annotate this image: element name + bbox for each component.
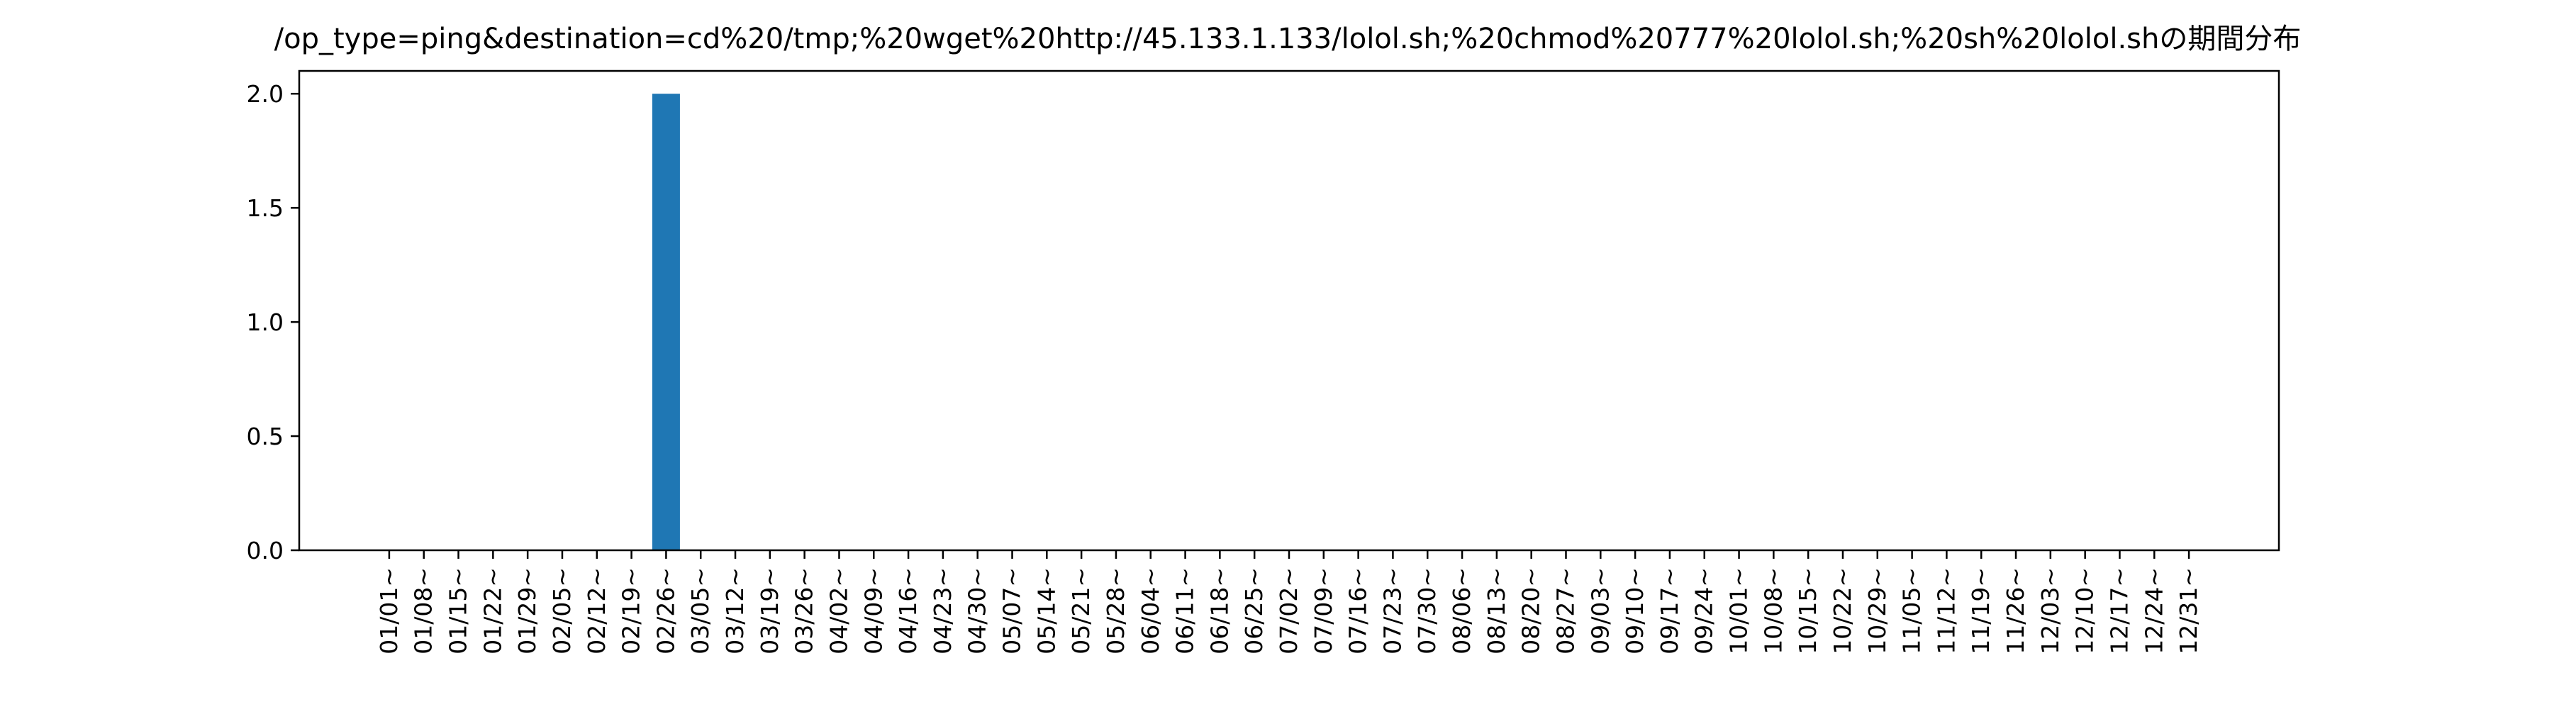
x-tick-label: 07/16~: [1344, 567, 1372, 654]
x-tick-label: 08/20~: [1517, 567, 1545, 654]
x-tick-label: 05/14~: [1032, 567, 1060, 654]
x-tick-label: 08/13~: [1483, 567, 1510, 654]
chart-title: /op_type=ping&destination=cd%20/tmp;%20w…: [274, 23, 2302, 55]
x-tick-label: 11/12~: [1932, 567, 1960, 654]
x-tick-label: 10/22~: [1829, 567, 1856, 654]
x-tick-label: 02/26~: [652, 567, 679, 654]
x-tick-label: 12/03~: [2036, 567, 2064, 654]
x-tick-label: 01/01~: [375, 567, 403, 654]
x-tick-label: 12/10~: [2071, 567, 2099, 654]
x-tick-label: 01/15~: [445, 567, 472, 654]
y-tick-label: 0.5: [247, 423, 284, 450]
x-tick-label: 11/19~: [1967, 567, 1995, 654]
x-tick-label: 05/21~: [1067, 567, 1095, 654]
x-tick-label: 03/26~: [791, 567, 818, 654]
x-tick-label: 09/03~: [1586, 567, 1614, 654]
x-tick-label: 09/10~: [1621, 567, 1649, 654]
x-tick-label: 07/23~: [1378, 567, 1406, 654]
x-tick-label: 08/06~: [1448, 567, 1476, 654]
x-tick-label: 07/30~: [1413, 567, 1441, 654]
y-tick-label: 1.0: [247, 308, 284, 336]
x-tick-label: 04/30~: [964, 567, 991, 654]
x-tick-label: 07/02~: [1275, 567, 1303, 654]
x-tick-label: 04/09~: [859, 567, 887, 654]
x-tick-label: 08/27~: [1551, 567, 1579, 654]
x-tick-label: 01/29~: [513, 567, 541, 654]
x-tick-label: 07/09~: [1310, 567, 1337, 654]
x-tick-label: 09/24~: [1690, 567, 1718, 654]
x-tick-label: 02/12~: [583, 567, 610, 654]
x-tick-label: 01/08~: [410, 567, 437, 654]
x-tick-label: 04/23~: [929, 567, 957, 654]
x-tick-label: 10/15~: [1794, 567, 1822, 654]
x-tick-label: 10/08~: [1759, 567, 1787, 654]
x-tick-label: 12/17~: [2105, 567, 2133, 654]
x-tick-label: 06/25~: [1240, 567, 1268, 654]
x-tick-label: 01/22~: [479, 567, 506, 654]
x-tick-label: 04/02~: [825, 567, 852, 654]
x-tick-label: 03/12~: [721, 567, 749, 654]
x-tick-label: 06/04~: [1137, 567, 1164, 654]
x-tick-label: 12/24~: [2140, 567, 2168, 654]
x-tick-label: 05/07~: [998, 567, 1026, 654]
x-tick-label: 11/05~: [1898, 567, 1926, 654]
x-tick-label: 12/31~: [2175, 567, 2202, 654]
x-tick-label: 02/05~: [548, 567, 576, 654]
x-tick-label: 03/19~: [756, 567, 784, 654]
bar: [652, 94, 680, 550]
x-tick-label: 06/11~: [1171, 567, 1199, 654]
plot-area: 0.0 0.5 1.0 1.5 2.0 01/01~ 01/08~ 01/15~ 01/22~ 0…: [247, 69, 2280, 654]
x-tick-label: 10/01~: [1725, 567, 1753, 654]
x-tick-label: 06/18~: [1205, 567, 1233, 654]
x-tick-label: 04/16~: [894, 567, 922, 654]
y-tick-label: 1.5: [247, 194, 284, 222]
x-tick-label: 03/05~: [686, 567, 714, 654]
y-tick-label: 2.0: [247, 80, 284, 108]
x-tick-label: 10/29~: [1863, 567, 1891, 654]
x-tick-label: 11/26~: [2002, 567, 2029, 654]
y-tick-label: 0.0: [247, 537, 284, 564]
x-tick-label: 05/28~: [1102, 567, 1130, 654]
x-tick-label: 02/19~: [618, 567, 645, 654]
x-tick-label: 09/17~: [1656, 567, 1683, 654]
